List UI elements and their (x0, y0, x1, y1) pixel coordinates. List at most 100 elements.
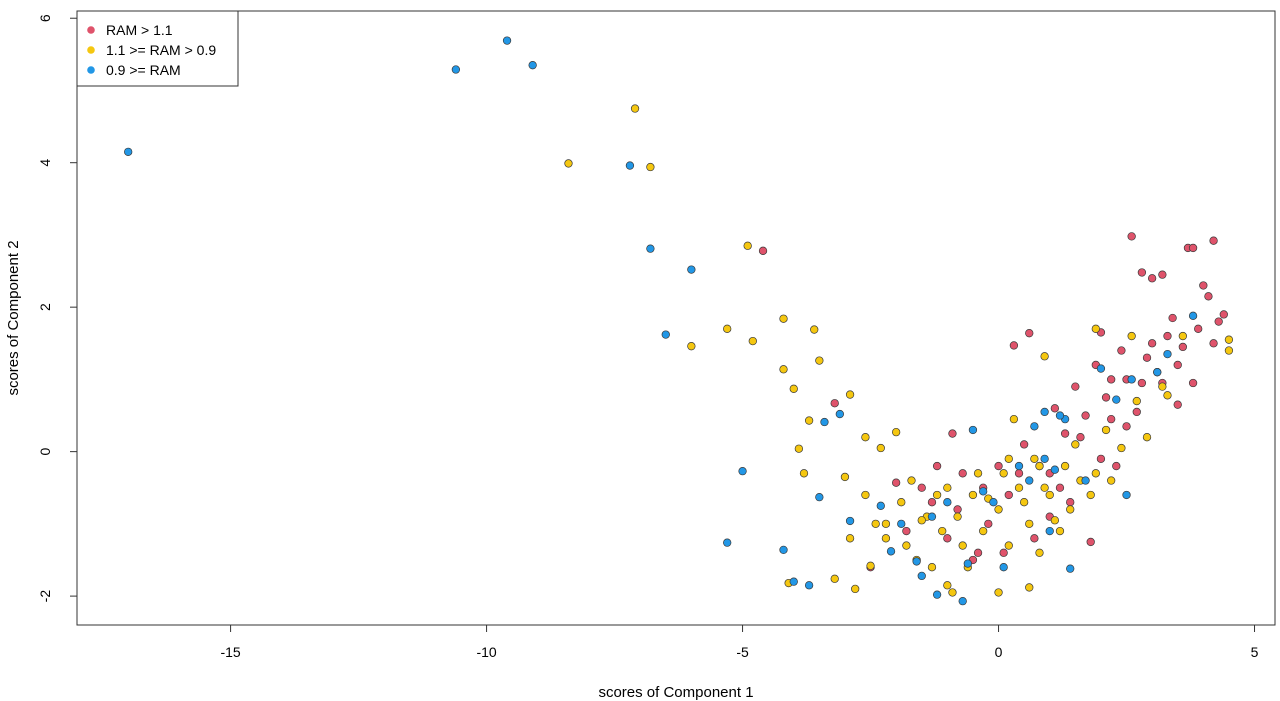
plot-frame (76, 10, 1276, 626)
y-tick-label: 0 (37, 448, 53, 456)
data-point (1112, 395, 1121, 404)
data-point (851, 584, 860, 594)
legend-marker (87, 66, 95, 74)
data-point (1112, 461, 1121, 471)
data-point (876, 501, 885, 510)
data-point (1060, 461, 1070, 471)
data-point (1178, 331, 1187, 341)
data-point (1163, 331, 1172, 341)
data-point (1071, 440, 1080, 449)
data-point (1137, 268, 1147, 277)
data-point (938, 526, 947, 536)
data-point (1055, 483, 1065, 492)
data-point (897, 498, 906, 507)
data-point (1030, 422, 1039, 431)
data-point (866, 561, 875, 570)
data-point (502, 36, 512, 45)
data-point (1060, 429, 1070, 438)
data-point (840, 472, 850, 482)
data-point (1188, 243, 1198, 253)
data-point (804, 581, 814, 590)
data-point (830, 574, 839, 583)
data-point (994, 461, 1003, 471)
data-point (943, 581, 952, 590)
data-point (1168, 313, 1177, 323)
data-point (1142, 353, 1152, 362)
data-point (1137, 378, 1147, 388)
legend-label: 0.9 >= RAM (106, 62, 181, 78)
data-point (1086, 490, 1095, 500)
legend-marker (87, 46, 95, 54)
data-point (1071, 382, 1080, 391)
data-point (1142, 433, 1152, 442)
data-point (912, 557, 921, 566)
data-point (943, 534, 952, 543)
data-point (1127, 331, 1136, 341)
data-point (1209, 236, 1218, 245)
legend-label: 1.1 >= RAM > 0.9 (106, 42, 216, 58)
data-point (927, 563, 937, 572)
data-point (1173, 400, 1182, 409)
data-point (1045, 526, 1054, 536)
data-point (886, 547, 896, 556)
data-point (1050, 465, 1060, 474)
data-point (932, 490, 942, 500)
data-point (1224, 335, 1234, 344)
data-point (815, 356, 824, 365)
data-point (1066, 505, 1075, 514)
data-point (738, 466, 747, 476)
y-axis: -2 0 2 4 6 (37, 14, 77, 602)
data-point (979, 487, 988, 496)
data-point (1096, 364, 1106, 373)
data-point (1132, 407, 1141, 417)
data-point (789, 577, 798, 586)
data-point (1019, 440, 1029, 449)
data-point (779, 365, 788, 374)
data-point (1199, 281, 1208, 290)
data-point (1153, 368, 1162, 377)
data-point (1096, 454, 1106, 464)
data-point (1030, 454, 1039, 464)
data-points (124, 36, 1234, 606)
data-point (999, 469, 1008, 478)
data-point (881, 534, 891, 543)
y-tick-label: 4 (37, 159, 53, 167)
data-point (927, 512, 937, 521)
data-point (953, 512, 962, 521)
x-tick-label: 5 (1251, 644, 1259, 660)
data-point (748, 336, 757, 346)
data-point (1014, 461, 1024, 471)
data-point (1040, 454, 1049, 464)
data-point (743, 241, 752, 250)
data-point (661, 330, 670, 339)
y-axis-title: scores of Component 2 (5, 240, 22, 395)
data-point (948, 588, 957, 597)
y-tick-label: -2 (37, 590, 53, 603)
data-point (1107, 375, 1116, 384)
data-point (917, 483, 926, 492)
data-point (1004, 454, 1013, 464)
data-point (564, 159, 573, 168)
data-point (1035, 461, 1044, 471)
data-point (1147, 339, 1157, 348)
data-point (881, 519, 891, 529)
data-point (968, 425, 978, 435)
data-point (646, 244, 655, 253)
data-point (968, 490, 978, 500)
legend-box (76, 10, 239, 87)
data-point (830, 399, 839, 408)
data-point (1004, 541, 1013, 550)
data-point (897, 519, 906, 529)
data-point (1117, 443, 1126, 453)
data-point (124, 147, 133, 157)
data-point (861, 433, 870, 442)
data-point (891, 478, 901, 487)
x-tick-label: 0 (995, 644, 1003, 660)
data-point (994, 588, 1003, 597)
legend-label: RAM > 1.1 (106, 22, 173, 38)
data-point (1050, 516, 1060, 525)
y-tick-label: 2 (37, 303, 53, 311)
x-tick-label: -15 (220, 644, 240, 660)
data-point (1163, 349, 1172, 359)
